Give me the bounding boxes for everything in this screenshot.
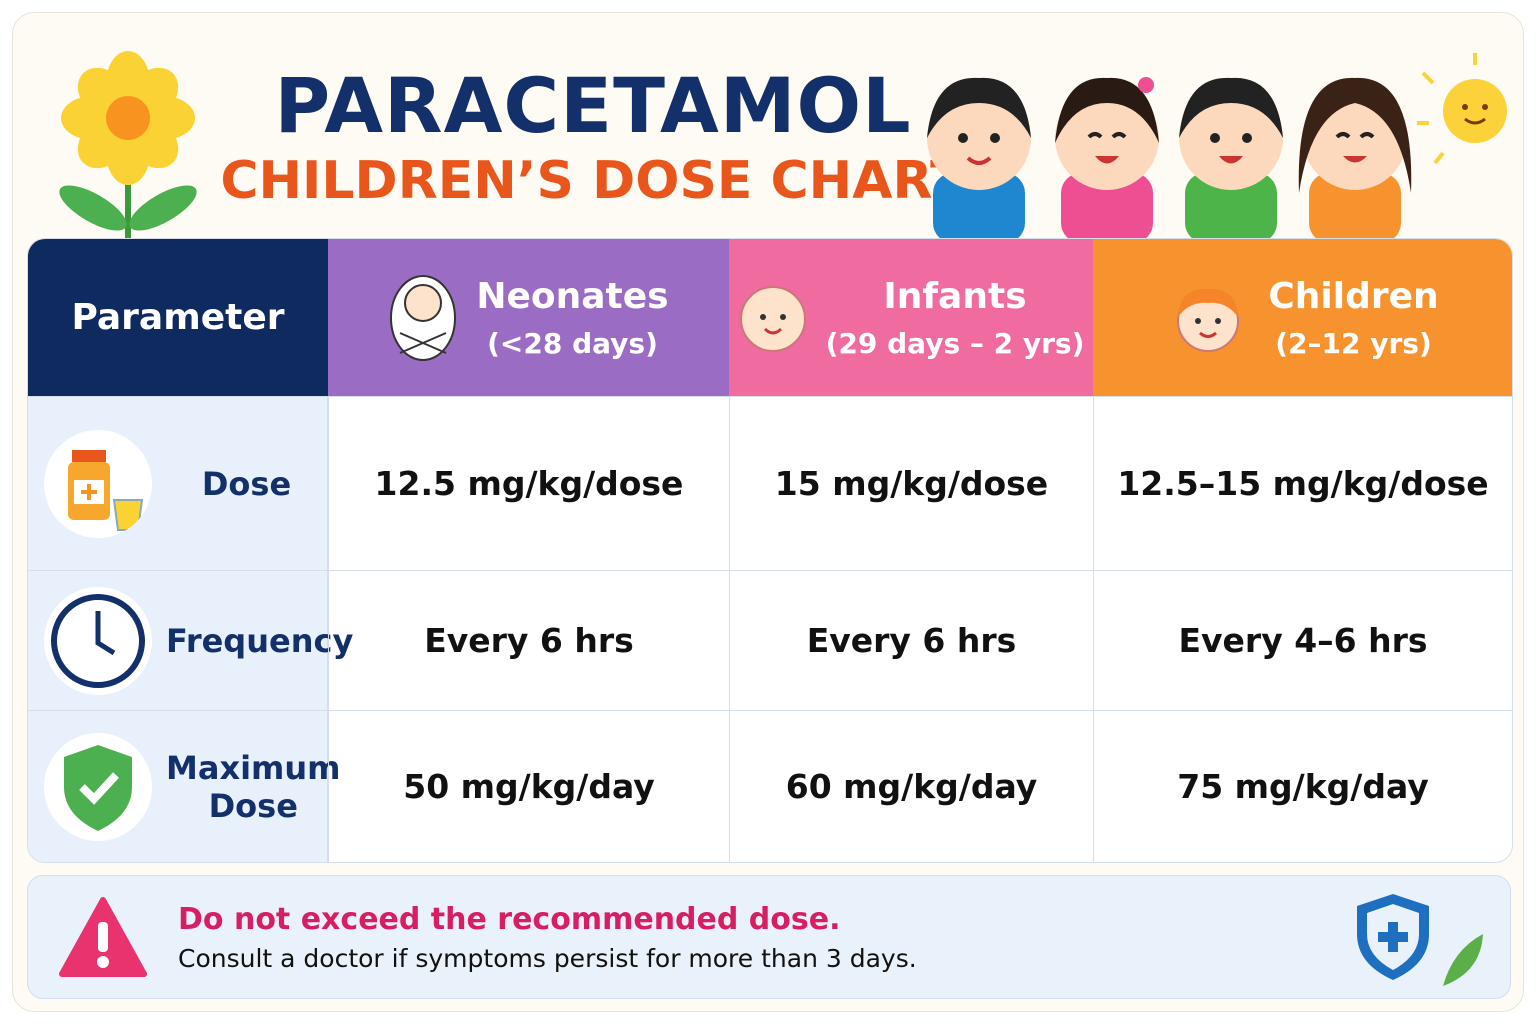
group-name: Neonates [476,275,669,317]
value-cell: Every 4–6 hrs [1093,570,1512,710]
clock-icon [44,586,152,695]
warning-text: Consult a doctor if symptoms persist for… [178,944,917,973]
age-range: (<28 days) [487,326,658,360]
title: PARACETAMOL [274,61,912,150]
value-cell: 15 mg/kg/dose [729,396,1093,570]
warning-title: Do not exceed the recommended dose. [178,902,841,937]
group-name: Infants [883,275,1027,317]
medicine-icon [44,429,152,538]
column-label: Neonates (<28 days) [476,276,668,360]
value-cell: Every 6 hrs [729,570,1093,710]
parameter-label: Maximum Dose [166,748,341,825]
baby-icon [390,274,457,361]
subtitle: CHILDREN’S DOSE CHART [220,151,966,211]
value-cell: 12.5 mg/kg/dose [328,396,729,570]
column-label: Infants (29 days – 2 yrs) [826,276,1085,360]
page-body: PARACETAMOL CHILDREN’S DOSE CHART Parame… [0,12,1536,1036]
health-shield-icon [1357,894,1483,986]
header-cell: Parameter [28,239,328,396]
header-cell: Neonates (<28 days) [328,239,729,396]
group-name: Children [1268,275,1439,317]
parameter-cell: Frequency [28,570,353,710]
parameter-cell: Maximum Dose [28,710,341,862]
value-cell: Every 6 hrs [328,570,729,710]
infant-icon [739,285,806,352]
value-cell: 12.5–15 mg/kg/dose [1093,396,1512,570]
age-range: (29 days – 2 yrs) [825,326,1085,360]
parameter-label: Dose [201,464,292,503]
value-cell: 75 mg/kg/day [1093,710,1512,862]
age-range: (2–12 yrs) [1275,326,1432,360]
parameter-label: Frequency [166,621,354,660]
kids-illustration [927,53,1507,243]
poster: PARACETAMOL CHILDREN’S DOSE CHART Parame… [12,12,1524,1012]
column-label: Parameter [71,297,285,338]
dose-table: Parameter Neonates (<28 days) Infants (29 … [27,238,1513,863]
value-cell: 60 mg/kg/day [729,710,1093,862]
shield-icon [44,732,152,841]
child-icon [1177,288,1240,352]
header-cell: Infants (29 days – 2 yrs) [729,239,1093,396]
flower-decoration [59,51,197,248]
value-cell: 50 mg/kg/day [328,710,729,862]
column-label: Children (2–12 yrs) [1268,276,1438,360]
parameter-cell: Dose [28,396,328,570]
header-cell: Children (2–12 yrs) [1093,239,1512,396]
warning-box: Do not exceed the recommended dose. Cons… [27,875,1511,999]
warning-icon [59,897,147,977]
